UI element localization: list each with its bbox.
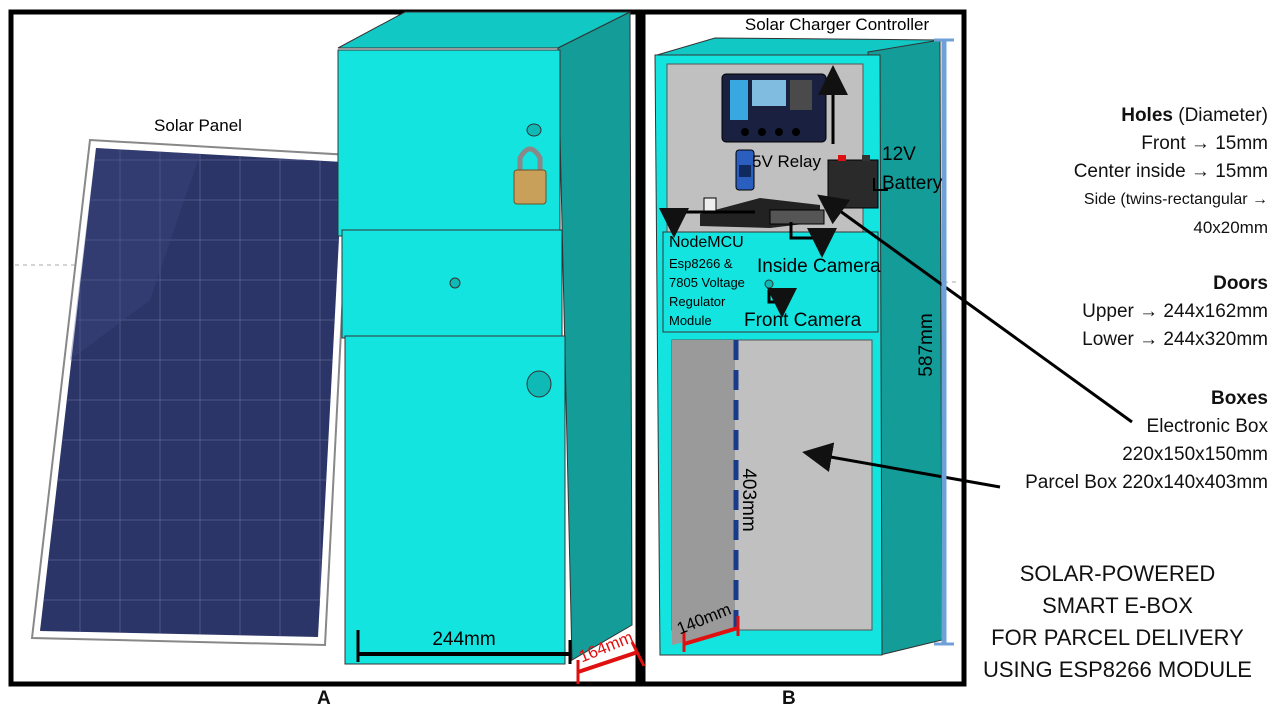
doors-title: Doors xyxy=(1213,273,1268,294)
dimension-width-a xyxy=(356,630,572,664)
project-title: SOLAR-POWERED SMART E-BOX FOR PARCEL DEL… xyxy=(965,558,1270,686)
boxes-parcel: Parcel Box 220x140x403mm xyxy=(1025,472,1268,493)
solar-charger-label: Solar Charger Controller xyxy=(745,15,930,34)
upper-door xyxy=(337,49,561,237)
battery-icon xyxy=(827,155,879,209)
dimension-height-b xyxy=(934,38,954,646)
doors-lower: Lower → 244x320mm xyxy=(1082,329,1268,350)
inside-camera-label: Inside Camera xyxy=(757,256,881,277)
holes-front: Front → 15mm xyxy=(1141,133,1268,154)
battery-label-2: Battery xyxy=(882,173,943,194)
pointer-parcel-box xyxy=(802,442,1001,489)
width-a-label: 244mm xyxy=(432,629,495,650)
boxes-electronic-1: Electronic Box xyxy=(1146,416,1268,437)
holes-subtitle: (Diameter) xyxy=(1172,105,1268,126)
pointer-electronic-box xyxy=(817,194,1133,424)
holes-center: Center inside → 15mm xyxy=(1073,161,1268,182)
dimension-parcel-depth xyxy=(682,616,740,652)
nodemcu-label-4: Regulator xyxy=(669,294,726,309)
cabinet-a xyxy=(337,11,633,665)
holes-side-2: 40x20mm xyxy=(1193,218,1268,237)
arrow-inside-camera xyxy=(789,222,837,258)
nodemcu-label-5: Module xyxy=(669,313,712,328)
door-knob-icon xyxy=(526,370,552,398)
nodemcu-board xyxy=(700,197,825,228)
middle-section xyxy=(341,229,563,339)
panel-b-frame xyxy=(640,9,967,687)
arrow-nodemcu xyxy=(659,208,755,238)
boxes-title: Boxes xyxy=(1210,388,1268,409)
dimension-depth-a xyxy=(576,641,646,684)
holes-side-1: Side (twins-rectangular → xyxy=(1083,191,1268,208)
front-camera-label: Front Camera xyxy=(744,310,862,331)
holes-spec: Holes (Diameter) Front → 15mm Center ins… xyxy=(1074,102,1268,242)
holes-title: Holes xyxy=(1121,105,1173,126)
nodemcu-label-1: NodeMCU xyxy=(669,234,744,251)
doors-upper: Upper → 244x162mm xyxy=(1082,301,1268,322)
height-b-label: 587mm xyxy=(916,313,937,376)
panel-label-b: B xyxy=(782,688,796,709)
solar-panel-label: Solar Panel xyxy=(154,116,242,135)
panel-a-frame xyxy=(8,9,641,687)
front-hole-icon xyxy=(526,123,542,137)
arrow-battery xyxy=(873,178,888,191)
nodemcu-label-2: Esp8266 & xyxy=(669,256,733,271)
solar-charger-controller xyxy=(721,73,827,143)
padlock-icon xyxy=(513,146,547,205)
title-line-2: SMART E-BOX xyxy=(1042,593,1193,618)
boxes-electronic-2: 220x150x150mm xyxy=(1122,444,1268,465)
relay-label: 5V Relay xyxy=(752,152,821,171)
title-line-4: USING ESP8266 MODULE xyxy=(983,657,1252,682)
arrow-front-camera xyxy=(767,288,797,318)
parcel-height-label: 403mm xyxy=(738,468,759,531)
front-camera-hole-icon xyxy=(764,279,774,289)
boxes-spec: Boxes Electronic Box 220x150x150mm Parce… xyxy=(1025,385,1268,497)
panel-label-a: A xyxy=(317,688,331,709)
title-line-3: FOR PARCEL DELIVERY xyxy=(991,625,1244,650)
solar-panel xyxy=(30,138,352,647)
relay-module xyxy=(735,149,755,191)
battery-label-1: 12V xyxy=(882,144,916,165)
camera-hole-icon xyxy=(449,277,461,289)
title-line-1: SOLAR-POWERED xyxy=(1019,561,1216,586)
nodemcu-label-3: 7805 Voltage xyxy=(669,275,745,290)
doors-spec: Doors Upper → 244x162mm Lower → 244x320m… xyxy=(1082,270,1268,354)
